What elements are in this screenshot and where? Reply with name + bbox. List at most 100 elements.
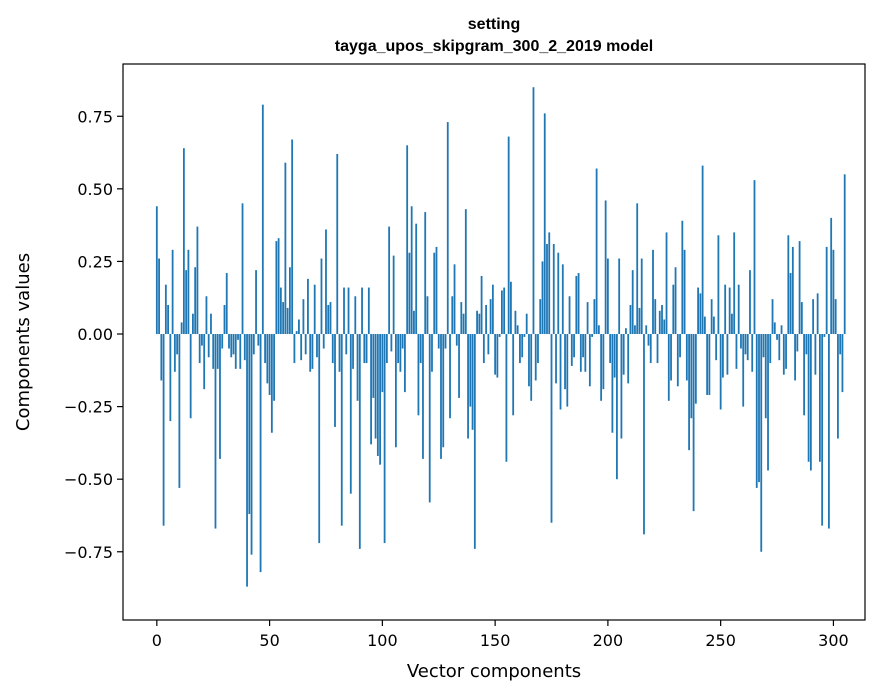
bar	[722, 334, 724, 378]
x-tick-label: 150	[480, 631, 511, 650]
bar	[534, 334, 537, 381]
bar	[210, 313, 212, 335]
bar	[160, 334, 163, 381]
bar	[541, 261, 544, 335]
bar	[302, 299, 305, 335]
bar	[749, 270, 751, 335]
bar	[839, 334, 842, 355]
bar	[241, 203, 244, 335]
bar	[514, 310, 517, 335]
bar	[627, 334, 630, 384]
y-axis-ticks: −0.75 −0.50 −0.25 0.00 0.25 0.50 0.75	[64, 107, 123, 562]
plot-frame	[122, 63, 866, 621]
bar	[638, 307, 641, 335]
bar	[201, 334, 203, 346]
bar	[665, 232, 668, 335]
bar	[733, 232, 736, 335]
bar	[464, 209, 467, 335]
bar	[807, 334, 810, 462]
y-tick-label: 0.00	[77, 325, 113, 344]
bar	[478, 313, 481, 335]
bar	[385, 334, 388, 364]
bar	[751, 334, 754, 372]
bar	[176, 334, 179, 355]
bar	[462, 313, 465, 335]
x-tick-label: 0	[152, 631, 162, 650]
bar	[728, 287, 731, 335]
bar	[304, 334, 307, 355]
x-tick-label: 200	[593, 631, 624, 650]
bar	[814, 334, 817, 375]
bar	[440, 334, 442, 459]
bar	[356, 334, 359, 401]
bar	[613, 334, 616, 378]
bar	[532, 87, 535, 335]
bar	[694, 334, 697, 404]
bar	[643, 334, 645, 535]
bar	[674, 267, 677, 335]
bar	[413, 310, 415, 335]
bar	[791, 246, 794, 335]
y-tick-label: 0.25	[77, 252, 113, 271]
bar	[782, 334, 785, 375]
bar	[189, 334, 192, 419]
bar	[773, 322, 776, 335]
bar	[453, 264, 456, 335]
bar	[503, 287, 506, 335]
bar	[570, 334, 573, 366]
bar	[482, 334, 485, 364]
bar	[530, 334, 533, 401]
bar	[358, 334, 361, 549]
bar	[370, 334, 372, 445]
bar	[843, 174, 846, 335]
bar	[559, 334, 562, 410]
bar	[618, 258, 621, 335]
bar	[397, 334, 400, 364]
bar	[273, 334, 275, 401]
bar	[755, 334, 758, 488]
bar	[767, 334, 769, 471]
bar	[726, 334, 729, 375]
bar	[433, 252, 436, 335]
bar	[275, 241, 278, 335]
x-axis-ticks: 0 50 100 150 200 250 300	[152, 620, 849, 650]
bar	[760, 334, 763, 552]
bar	[379, 334, 381, 465]
bar	[270, 334, 273, 433]
bar	[706, 334, 709, 395]
bar	[381, 334, 384, 393]
bar	[476, 310, 478, 335]
bar	[298, 319, 300, 335]
bar	[336, 154, 339, 335]
bar	[252, 334, 255, 355]
bar	[584, 334, 587, 372]
bar	[606, 258, 609, 335]
bar	[428, 334, 431, 503]
bar	[203, 334, 206, 390]
bar	[771, 299, 774, 335]
bar	[282, 302, 285, 335]
bar	[746, 334, 749, 361]
bar	[785, 334, 787, 369]
bar	[537, 334, 539, 364]
bar	[828, 334, 830, 529]
bar	[372, 334, 375, 398]
bar	[742, 334, 745, 407]
bar	[740, 334, 742, 349]
bar	[602, 334, 605, 390]
bar	[528, 334, 530, 387]
bar	[593, 299, 596, 335]
bar	[582, 334, 584, 358]
bar	[647, 334, 650, 346]
bar	[250, 334, 253, 555]
bar	[167, 304, 169, 335]
bar	[500, 290, 503, 335]
bar	[288, 267, 291, 335]
bar	[692, 334, 695, 512]
bar	[656, 334, 659, 364]
bar	[171, 249, 174, 335]
bar	[701, 165, 704, 335]
bar	[796, 334, 799, 352]
bar	[331, 334, 334, 364]
bar	[731, 313, 733, 335]
